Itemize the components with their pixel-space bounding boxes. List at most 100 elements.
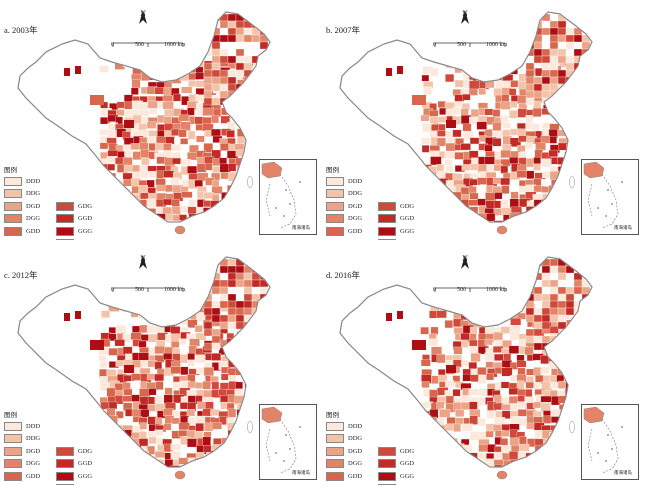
legend-item: DDG xyxy=(4,189,40,199)
legend-swatch xyxy=(378,471,396,481)
legend-label: GDD xyxy=(348,227,363,235)
legend-label: DDD xyxy=(26,422,41,430)
legend-col-2: GDG GGD GGG 无数据区 xyxy=(56,201,104,240)
legend-item: DDD xyxy=(326,421,362,431)
legend-item: DGG xyxy=(4,459,40,469)
legend-label: GDD xyxy=(26,227,41,235)
legend-swatch xyxy=(378,459,396,468)
legend-label: DGG xyxy=(26,215,41,222)
legend-item: DGG xyxy=(326,214,362,224)
legend-item: DDD xyxy=(326,176,362,186)
north-arrow: N xyxy=(460,10,470,24)
legend-item: DGD xyxy=(4,201,40,211)
legend-label: GGG xyxy=(400,227,415,235)
north-arrow: N xyxy=(460,255,470,269)
legend-label: GGG xyxy=(78,227,93,235)
legend-label: DGD xyxy=(26,202,41,210)
legend-label: GDD xyxy=(26,472,41,480)
legend-swatch xyxy=(326,226,344,236)
legend-col-1: DDD DDG DGD DGG GDD xyxy=(326,421,362,484)
legend-swatch xyxy=(4,214,22,223)
legend-swatch xyxy=(56,446,74,456)
legend-swatch xyxy=(4,459,22,468)
legend-item: DDG xyxy=(326,434,362,444)
legend-swatch xyxy=(4,201,22,211)
north-arrow: N xyxy=(138,255,148,269)
legend-swatch xyxy=(378,446,396,456)
legend-swatch xyxy=(56,459,74,468)
legend-swatch xyxy=(326,459,344,468)
legend-item: DGD xyxy=(326,201,362,211)
legend-swatch xyxy=(4,226,22,236)
legend-item: GGD xyxy=(56,214,104,224)
legend-label: 无数据区 xyxy=(78,239,104,241)
china-map xyxy=(17,11,271,235)
legend-label: DGD xyxy=(26,447,41,455)
legend-swatch xyxy=(56,484,74,485)
legend-label: DGD xyxy=(348,202,363,210)
legend-item: GGG xyxy=(378,471,426,481)
legend-label: GGD xyxy=(400,215,415,222)
legend-swatch xyxy=(326,214,344,223)
legend-item: DDG xyxy=(4,434,40,444)
legend-item: GGD xyxy=(378,459,426,469)
china-map xyxy=(339,11,593,235)
legend-item: GDG xyxy=(378,201,426,211)
legend-label: GDG xyxy=(400,202,415,210)
panel-title: b. 2007年 xyxy=(326,25,361,35)
legend-swatch xyxy=(378,201,396,211)
legend-label: DDG xyxy=(348,190,363,197)
legend-label: GDG xyxy=(78,202,93,210)
legend-item: GGG xyxy=(378,226,426,236)
legend-label: GGG xyxy=(400,472,415,480)
legend-col-2: GDG GGD GGG 无数据区 xyxy=(56,446,104,485)
panel-title: a. 2003年 xyxy=(4,25,38,35)
legend-swatch xyxy=(378,239,396,240)
legend-swatch xyxy=(4,189,22,198)
legend-label: DDG xyxy=(26,435,41,442)
legend-col-2: GDG GGD GGG 无数据区 xyxy=(378,446,426,485)
south-china-sea-inset: 南海诸岛 xyxy=(259,159,317,235)
legend-item: GDG xyxy=(56,446,104,456)
legend-swatch xyxy=(326,434,344,443)
china-map xyxy=(339,256,593,480)
legend-item: DGD xyxy=(326,446,362,456)
legend-swatch xyxy=(326,176,344,186)
legend-label: 无数据区 xyxy=(78,484,104,486)
legend-label: 无数据区 xyxy=(400,484,426,486)
scale-bar: 0 500 1000 km xyxy=(111,287,186,293)
legend-label: GDG xyxy=(78,447,93,455)
legend-col-1: DDD DDG DGD DGG GDD xyxy=(4,176,40,239)
legend-item: GDD xyxy=(326,471,362,481)
legend-item: DGG xyxy=(326,459,362,469)
north-arrow: N xyxy=(138,10,148,24)
legend-item: 无数据区 xyxy=(378,484,426,486)
legend-item: GGD xyxy=(56,459,104,469)
legend-col-1: DDD DDG DGD DGG GDD xyxy=(326,176,362,239)
legend-item: DDD xyxy=(4,421,40,431)
legend-label: GGD xyxy=(78,460,93,467)
legend-title: 图例 xyxy=(4,412,17,419)
legend-label: DGD xyxy=(348,447,363,455)
scale-bar: 0 500 1000 km xyxy=(433,287,508,293)
legend-label: DGG xyxy=(348,215,363,222)
legend-item: GGG xyxy=(56,226,104,236)
south-china-sea-inset: 南海诸岛 xyxy=(581,404,639,480)
legend-label: DDD xyxy=(348,422,363,430)
legend-item: DDG xyxy=(326,189,362,199)
legend-swatch xyxy=(378,214,396,223)
legend-item: GDD xyxy=(326,226,362,236)
legend-label: DDD xyxy=(348,177,363,185)
legend-label: DDD xyxy=(26,177,41,185)
legend-label: GDG xyxy=(400,447,415,455)
legend-item: 无数据区 xyxy=(378,239,426,240)
china-map xyxy=(17,256,271,480)
legend-item: DGD xyxy=(4,446,40,456)
legend-swatch xyxy=(56,201,74,211)
